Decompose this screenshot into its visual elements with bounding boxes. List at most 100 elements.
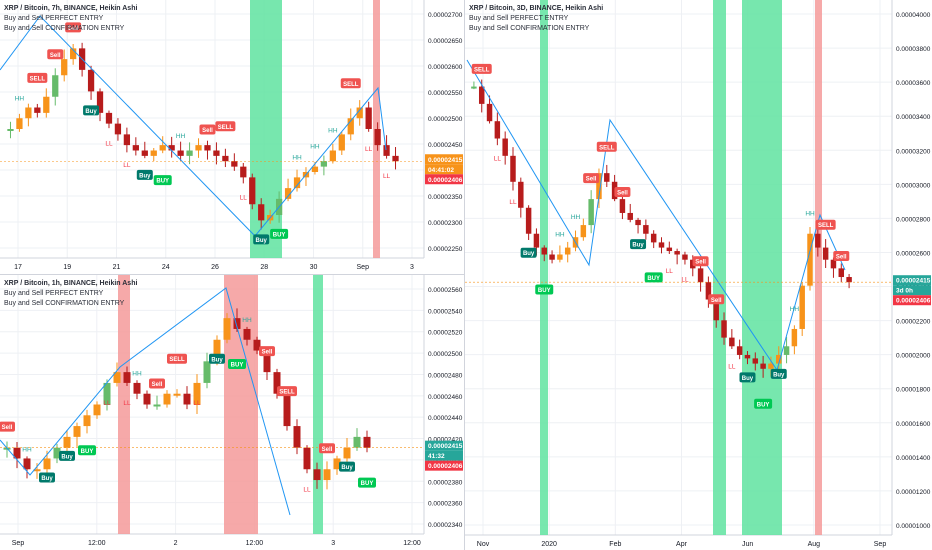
candle-body [193,382,201,405]
candle-body [33,469,41,472]
candle-body [113,372,121,383]
price-tag [893,275,931,286]
time-axis-label: Aug [808,541,821,548]
candle-body [7,129,14,131]
candle-body [674,251,680,255]
chart-7h-svg[interactable]: 0.00002700 0.00002650 0.00002600 0.00002550… [0,0,464,274]
candle-body [61,59,68,76]
higher-high-label: HH [176,133,186,140]
candle-body [43,96,50,113]
chart-panel-7h[interactable]: 0.00002700 0.00002650 0.00002600 0.00002550… [0,0,464,274]
higher-high-label: HH [292,154,302,161]
sell-confirm-signal-box [340,78,361,89]
buy-signal: Buy [256,238,268,244]
price-axis-label: 0.00001600 [896,421,931,428]
price-tag-text: 0.00002415 [428,443,463,450]
sell-confirm-signal-box [215,121,236,132]
price-tag [893,295,931,306]
buy-confirm-signal-box [270,228,289,239]
sell-signal-box [319,443,335,454]
candle-body [580,225,587,238]
candle-body [204,145,211,151]
buy-signal: Buy [85,109,97,115]
sell-signal: Sell [322,447,333,453]
candle-body [153,404,161,407]
sell-signal-box [583,173,600,184]
sell-signal: Sell [262,350,273,356]
lower-low-label: LL [105,141,113,148]
candle-body [356,107,363,119]
candle-body [133,382,141,394]
time-axis-label: Feb [609,541,621,548]
legend-7h: XRP / Bitcoin, 7h, BINANCE, Heikin Ashi … [4,4,137,34]
lower-low-label: LL [681,277,689,284]
sell-zone [118,275,130,534]
higher-high-label: HH [310,144,320,151]
zigzag-line [466,59,846,372]
indicator-label: Buy and Sell PERFECT ENTRY [4,290,104,297]
chart-panel-3d[interactable]: 0.00004000 0.00003800 0.00003600 0.00003400… [465,0,932,550]
buy-signal: Buy [41,476,53,482]
candle-body [16,118,23,129]
time-axis-label: Sep [357,264,370,271]
candle-body [557,254,563,260]
sell-confirm-signal-box [815,219,836,230]
price-axis-label: 0.00002500 [428,116,463,123]
time-axis-label: 26 [211,264,219,271]
candle-body [159,145,166,151]
time-axis-label: Sep [874,541,887,548]
candle-body [132,145,139,151]
price-axis-label: 0.00002440 [428,415,463,422]
buy-confirm-signal-box [535,284,554,295]
price-axis-label: 0.00002250 [428,246,463,253]
candle-body [284,188,292,199]
candle-body [114,123,122,135]
chart-title: XRP / Bitcoin, 3D, BINANCE, Heikin Ashi [469,5,604,12]
candle-body [549,254,555,260]
candle-body [343,447,351,459]
candle-body [213,339,221,362]
time-axis-label: 17 [14,264,22,271]
sell-signal: Sell [68,26,79,32]
chart-1h-svg[interactable]: 0.00002560 0.00002540 0.00002520 0.00002500… [0,275,464,550]
candle-body [541,247,547,255]
indicator-label: Buy and Sell PERFECT ENTRY [4,15,104,22]
sell-confirm-signal-box [596,141,617,152]
candle-body [830,259,837,269]
sell-signal: Sell [836,255,847,261]
candle-body [320,161,328,167]
candle-body [141,150,148,156]
buy-signal: Buy [523,251,535,257]
candle-body [736,346,743,355]
higher-high-label: HH [15,95,25,102]
price-axis-label: 0.00002560 [428,287,463,294]
buy-signal-box [39,472,55,483]
candle-body [658,242,665,248]
price-tag-text: 04:41:02 [428,167,454,174]
lower-low-label: LL [303,486,311,493]
candle-body [338,134,345,151]
chart-panel-1h[interactable]: 0.00002560 0.00002540 0.00002520 0.00002500… [0,275,464,550]
price-tag-text: 3d 0h [896,288,913,295]
candle-body [768,363,774,369]
candle-body [123,134,131,146]
candle-body [243,328,251,340]
candle-body [105,112,113,124]
candle-body [604,173,610,182]
higher-high-label: HH [132,371,142,378]
price-tag-text: 0.00002415 [896,278,931,285]
sell-confirm-signal: SELL [169,357,185,363]
candle-body [471,86,477,89]
buy-signal: Buy [139,173,151,179]
price-tag [425,450,463,461]
candle-body [846,277,852,283]
candle-body [822,247,829,260]
candle-body [177,150,184,156]
buy-confirm-signal: BUY [647,276,660,282]
time-axis-label: 28 [260,264,268,271]
chart-title: XRP / Bitcoin, 7h, BINANCE, Heikin Ashi [4,5,138,12]
candle-body [533,233,540,248]
chart-3d-svg[interactable]: 0.00004000 0.00003800 0.00003600 0.00003400… [465,0,932,550]
candle-body [150,150,157,156]
lower-low-label: LL [365,146,373,153]
